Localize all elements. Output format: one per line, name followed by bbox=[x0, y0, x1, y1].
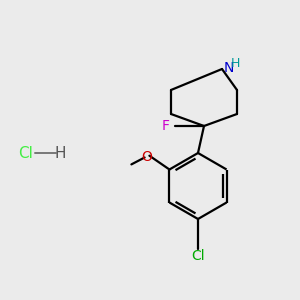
Text: H: H bbox=[54, 146, 66, 160]
Text: N: N bbox=[224, 61, 234, 75]
Text: F: F bbox=[161, 119, 169, 133]
Text: O: O bbox=[142, 150, 152, 164]
Text: Cl: Cl bbox=[191, 249, 205, 262]
Text: H: H bbox=[231, 57, 240, 70]
Text: Cl: Cl bbox=[18, 146, 33, 160]
